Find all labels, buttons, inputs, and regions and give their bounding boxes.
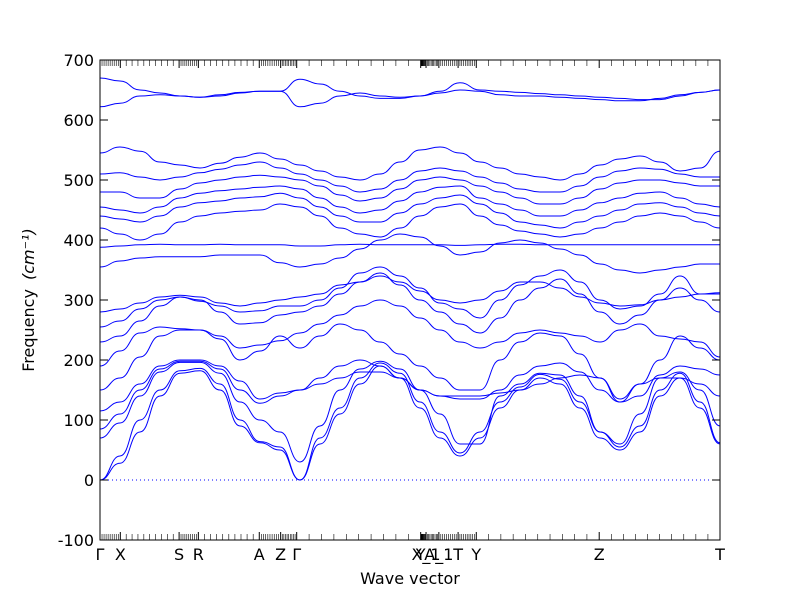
phonon-band-line [99, 243, 720, 248]
phonon-band-line [99, 185, 721, 217]
y-tick-label: 400 [63, 231, 94, 250]
phonon-band-line [99, 360, 721, 463]
phonon-band-line [99, 299, 721, 367]
x-tick-label: X_1 [411, 545, 440, 565]
phonon-band-line [99, 272, 721, 343]
phonon-band-line [99, 266, 720, 328]
phonon-band-line [99, 192, 721, 229]
plot-area [99, 59, 721, 541]
x-tick-label: Z [275, 545, 286, 564]
x-tick-label: R [193, 545, 204, 564]
y-tick-label: 0 [84, 471, 94, 490]
x-tick-label: Γ [292, 545, 301, 564]
y-tick-label: 700 [63, 51, 94, 70]
y-axis-label-unit: (cm⁻¹) [19, 228, 38, 280]
phonon-band-line [99, 275, 721, 313]
x-tick-label: X [115, 545, 126, 564]
x-tick-label: Y [415, 545, 426, 564]
x-tick-label: Y [470, 545, 481, 564]
x-tick-label: A_1 [424, 545, 453, 565]
phonon-band-line [99, 362, 721, 481]
y-tick-label: 200 [63, 351, 94, 370]
phonon-band-line [99, 203, 721, 241]
y-axis-label: Frequency (cm⁻¹) [19, 228, 38, 371]
y-tick-label: 100 [63, 411, 94, 430]
x-tick-label: Γ [96, 545, 105, 564]
phonon-bands [99, 77, 721, 481]
x-tick-label: Z [594, 545, 605, 564]
phonon-band-line [99, 161, 720, 193]
y-tick-label: -100 [58, 531, 94, 550]
y-tick-label: 500 [63, 171, 94, 190]
y-tick-label: 600 [63, 111, 94, 130]
phonon-band-line [99, 77, 721, 101]
axis-ticks [99, 59, 721, 541]
y-tick-label: 300 [63, 291, 94, 310]
y-axis-label-text: Frequency [19, 289, 38, 372]
x-tick-label: S [174, 545, 184, 564]
phonon-band-line [99, 174, 720, 205]
x-tick-label: T [714, 545, 725, 564]
axes-frame [99, 59, 721, 541]
x-tick-label: A [254, 545, 265, 564]
x-tick-labels: Γ X S R A Z Γ YX_1A_1 T Y Z T [96, 545, 726, 565]
x-tick-label: T [452, 545, 463, 564]
y-tick-labels: -100 0 100 200 300 400 500 600 700 [58, 51, 94, 550]
phonon-band-line [99, 365, 721, 481]
phonon-band-line [99, 233, 720, 274]
x-axis-label: Wave vector [360, 569, 460, 588]
phonon-band-line [99, 146, 721, 181]
